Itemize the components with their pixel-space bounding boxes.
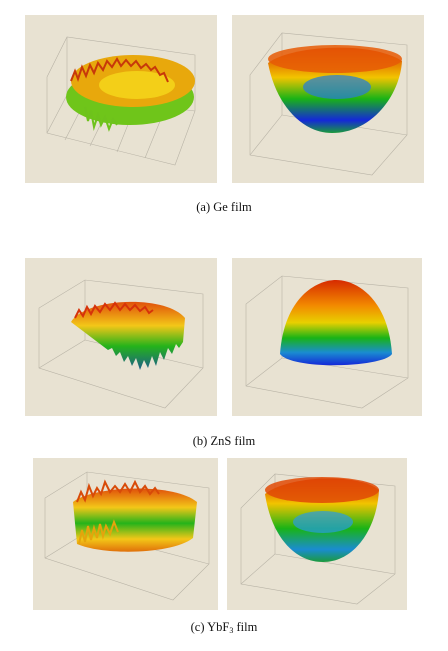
caption-c-subscript: 3	[229, 626, 234, 635]
bowl-rim	[265, 477, 379, 503]
rough-dome-surface	[71, 301, 185, 370]
dome-surface	[280, 280, 392, 366]
ybf3-fitted-surface-plot	[227, 458, 407, 610]
ybf3-fitted-surface-svg	[240, 473, 396, 605]
zns-measured-surface-plot	[25, 258, 217, 416]
ge-fitted-surface-plot	[232, 15, 424, 183]
surface-front-drips	[84, 106, 118, 132]
zns-measured-surface-svg	[38, 279, 204, 409]
caption-b: (b) ZnS film	[192, 434, 256, 448]
ge-measured-surface-plot	[25, 15, 217, 183]
zns-fitted-surface-plot	[232, 258, 422, 416]
ybf3-measured-surface-svg	[44, 471, 210, 601]
surface-inner	[99, 71, 175, 99]
bowl-inner	[293, 511, 353, 533]
caption-c-prefix: (c) YbF	[190, 620, 230, 634]
bowl-rim	[268, 45, 402, 73]
ybf3-measured-surface-plot	[33, 458, 218, 610]
surface-rough-edge	[70, 57, 169, 83]
caption-a: (a) Ge film	[196, 200, 252, 214]
caption-c: (c) YbF3 film	[0, 620, 448, 635]
ge-measured-surface-svg	[46, 36, 196, 166]
ge-fitted-surface-svg	[249, 32, 408, 176]
rough-front-spikes	[78, 519, 119, 545]
rough-top-edge	[74, 301, 154, 319]
bowl-inner	[303, 75, 371, 99]
zns-fitted-surface-svg	[245, 275, 409, 409]
rough-rim	[76, 479, 160, 503]
caption-c-suffix: film	[233, 620, 258, 634]
rough-bowl-surface	[73, 488, 197, 552]
